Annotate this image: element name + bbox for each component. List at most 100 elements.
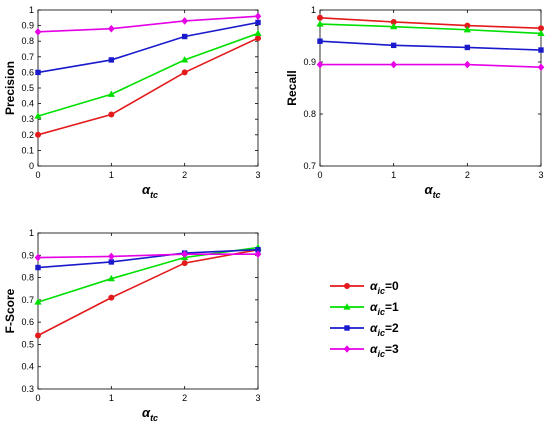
- series-line-1: [319, 23, 542, 35]
- data-point: [254, 250, 262, 258]
- data-point: [34, 298, 42, 305]
- legend-label-sub: ic: [377, 307, 385, 317]
- chart-1: 0.7 0.8 0.9 1 0 1 2 3 Recall αtc: [285, 5, 545, 200]
- legend-label-0: αic=0: [370, 279, 399, 296]
- x-axis-label: αtc: [142, 182, 158, 200]
- x-axis-label-main: α: [142, 405, 151, 420]
- x-tick-label: 3: [538, 170, 543, 180]
- data-point: [464, 22, 471, 29]
- x-tick-label: 1: [391, 170, 396, 180]
- data-point: [538, 25, 544, 32]
- series-line-2: [319, 40, 542, 51]
- y-tick-label: 0.3: [21, 114, 34, 124]
- x-tick-label: 1: [109, 170, 114, 180]
- x-axis-label-main: α: [142, 182, 151, 197]
- data-point: [316, 60, 324, 69]
- data-point: [390, 18, 397, 25]
- data-point: [537, 63, 545, 71]
- legend-label-3: αic=3: [370, 342, 399, 359]
- data-point: [538, 47, 544, 53]
- legend-label-sub: ic: [377, 286, 385, 296]
- data-point: [390, 22, 398, 30]
- y-axis-label: F-Score: [3, 288, 17, 333]
- y-tick-label: 0.4: [21, 362, 34, 372]
- y-tick-label: 0.7: [21, 295, 34, 305]
- data-point: [35, 131, 41, 138]
- plot-frame: [319, 9, 542, 167]
- x-axis-label-main: α: [425, 182, 434, 197]
- y-tick-label: 0.9: [21, 21, 34, 31]
- data-point: [181, 250, 188, 258]
- y-tick-label: 0.1: [21, 145, 34, 155]
- data-point: [34, 28, 42, 36]
- data-point: [35, 264, 41, 271]
- y-tick-label: 0.4: [21, 99, 34, 109]
- data-point: [181, 69, 188, 76]
- x-tick-label: 1: [109, 393, 114, 403]
- legend-label-main: α: [370, 279, 378, 293]
- data-point: [464, 60, 471, 69]
- legend-label-main: α: [370, 300, 378, 314]
- data-point: [34, 253, 42, 262]
- x-tick-label: 0: [35, 170, 40, 180]
- legend-marker-3: [343, 345, 351, 353]
- data-point: [181, 260, 188, 267]
- y-tick-label: 0.8: [21, 273, 34, 283]
- y-tick-label: 0.7: [21, 52, 34, 62]
- y-tick-label: 1: [29, 5, 34, 15]
- data-point: [34, 112, 42, 119]
- chart-0: 0 0.1 0.2 0.3 0.4 0.5 0.6 0.7 0.8 0.9 1 0 1 2 3 Precisi…: [3, 5, 262, 200]
- y-tick-label: 0.9: [303, 57, 316, 67]
- y-tick-label: 0.8: [303, 109, 316, 119]
- y-tick-label: 0.9: [21, 250, 34, 260]
- y-tick-label: 1: [29, 228, 34, 238]
- data-point: [254, 12, 262, 21]
- x-tick-label: 0: [317, 170, 322, 180]
- y-tick-label: 0.2: [21, 130, 34, 140]
- x-tick-label: 2: [465, 170, 470, 180]
- data-point: [35, 332, 41, 339]
- data-point: [35, 69, 41, 76]
- y-tick-label: 0.8: [21, 36, 34, 46]
- data-point: [255, 19, 261, 26]
- data-point: [464, 44, 471, 51]
- y-tick-label: 0.7: [303, 161, 316, 171]
- x-tick-label: 2: [182, 170, 187, 180]
- chart-2: 0.3 0.4 0.5 0.6 0.7 0.8 0.9 1 0 1 2 3 F-Score αtc: [3, 228, 262, 423]
- x-axis-label: αtc: [142, 405, 158, 423]
- series-line-0: [37, 248, 259, 337]
- legend-marker-1: [343, 303, 351, 310]
- data-point: [108, 111, 115, 118]
- data-point: [316, 20, 324, 27]
- y-tick-label: 0.5: [21, 339, 34, 349]
- data-point: [108, 259, 115, 265]
- data-point: [108, 57, 115, 63]
- series-line-2: [37, 21, 259, 74]
- plot-frame: [37, 232, 259, 390]
- x-tick-label: 0: [35, 393, 40, 403]
- data-point: [317, 14, 323, 21]
- series-line-3: [320, 63, 542, 68]
- data-point: [255, 247, 261, 253]
- legend-label-suffix: =0: [385, 279, 399, 293]
- x-tick-label: 3: [255, 170, 260, 180]
- y-tick-label: 0.6: [21, 67, 34, 77]
- series-line-1: [37, 32, 259, 117]
- legend-label-suffix: =3: [385, 342, 399, 356]
- legend-label-sub: ic: [377, 328, 385, 338]
- y-axis-label: Recall: [285, 70, 299, 105]
- data-point: [463, 25, 471, 33]
- x-tick-label: 2: [182, 393, 187, 403]
- data-point: [181, 56, 189, 63]
- data-point: [108, 24, 115, 33]
- series-line-0: [319, 17, 542, 29]
- series-line-3: [37, 15, 259, 33]
- series-line-1: [37, 246, 259, 303]
- data-point: [390, 42, 397, 49]
- y-axis-label: Precision: [3, 61, 17, 115]
- data-point: [181, 33, 188, 40]
- series-line-3: [37, 253, 258, 259]
- legend-label-main: α: [370, 342, 378, 356]
- y-tick-label: 0: [29, 161, 34, 171]
